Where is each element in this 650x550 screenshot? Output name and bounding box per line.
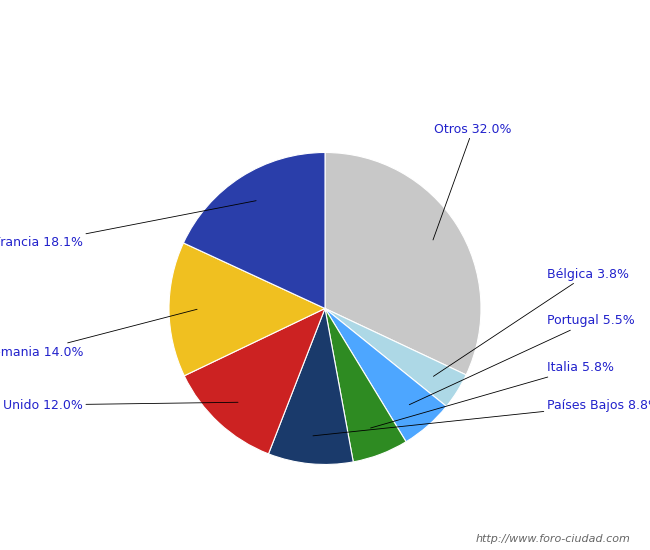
Wedge shape — [325, 309, 447, 442]
Text: Bélgica 3.8%: Bélgica 3.8% — [434, 268, 629, 376]
Wedge shape — [325, 309, 466, 406]
Text: Reino Unido 12.0%: Reino Unido 12.0% — [0, 399, 238, 412]
Text: Portugal 5.5%: Portugal 5.5% — [410, 315, 634, 405]
Text: http://www.foro-ciudad.com: http://www.foro-ciudad.com — [476, 535, 630, 544]
Text: Francia 18.1%: Francia 18.1% — [0, 201, 256, 250]
Text: Otros 32.0%: Otros 32.0% — [433, 123, 512, 240]
Text: Italia 5.8%: Italia 5.8% — [370, 361, 614, 428]
Text: Castrillón - Turistas extranjeros según país - Abril de 2024: Castrillón - Turistas extranjeros según … — [92, 21, 558, 37]
Wedge shape — [183, 152, 325, 309]
Text: Países Bajos 8.8%: Países Bajos 8.8% — [313, 399, 650, 436]
Wedge shape — [325, 152, 481, 375]
Wedge shape — [325, 309, 406, 462]
Wedge shape — [184, 309, 325, 454]
Text: Alemania 14.0%: Alemania 14.0% — [0, 309, 197, 359]
Wedge shape — [268, 309, 353, 464]
Wedge shape — [169, 243, 325, 376]
